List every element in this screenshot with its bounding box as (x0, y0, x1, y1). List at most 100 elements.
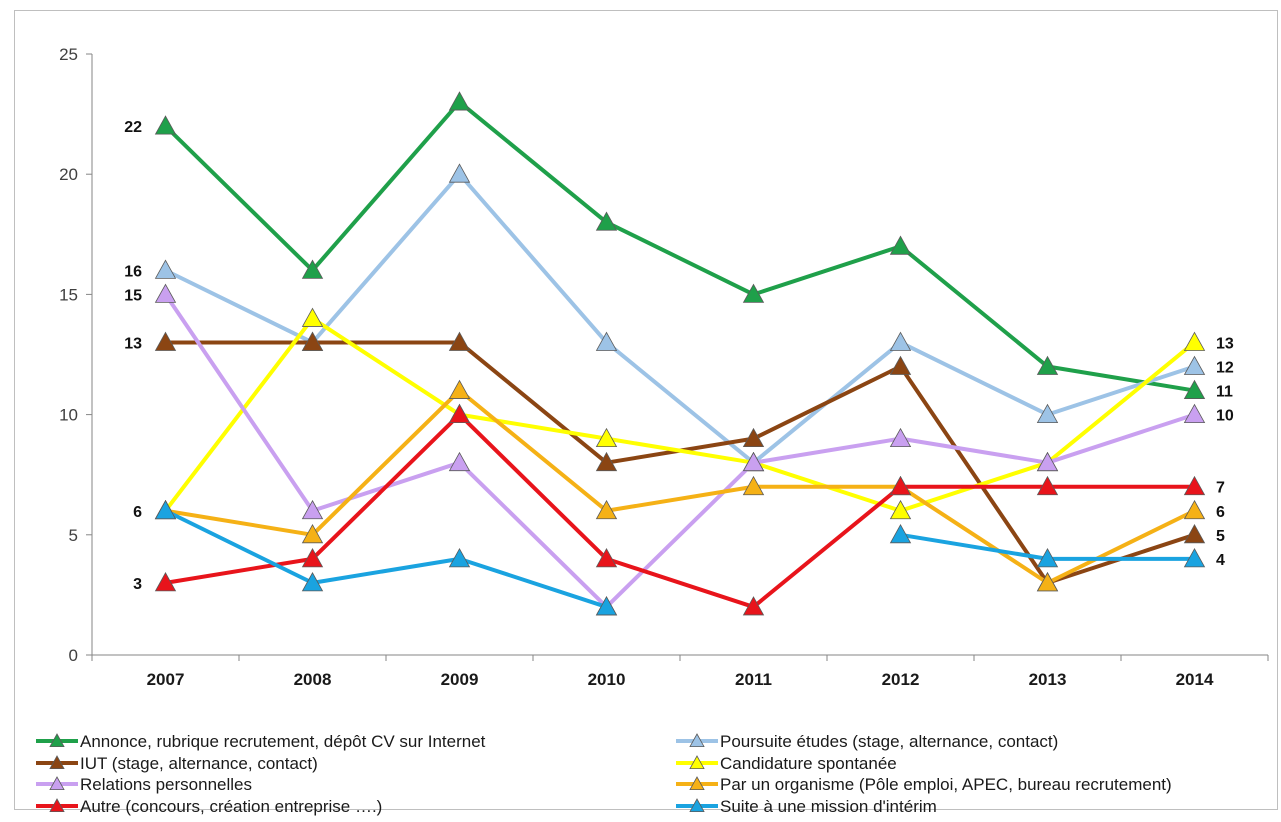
series-line (165, 388, 1196, 585)
legend-marker (689, 776, 705, 790)
data-point (1036, 451, 1059, 472)
data-point (1036, 475, 1059, 496)
legend-item: Par un organisme (Pôle emploi, APEC, bur… (676, 775, 1172, 794)
series-7 (154, 403, 1206, 616)
data-point (595, 548, 618, 568)
data-point (154, 572, 177, 592)
x-tick-label: 2010 (588, 670, 626, 689)
data-point (742, 451, 765, 472)
data-point (742, 596, 765, 616)
data-point (889, 475, 912, 496)
x-tick-label: 2009 (441, 670, 479, 689)
data-point (742, 427, 765, 448)
data-labels: 22 16 15 13 6 3 13 12 11 10 7 6 5 4 (124, 119, 1234, 593)
data-label-end: 5 (1216, 528, 1225, 545)
data-point (154, 331, 177, 351)
series-line (164, 100, 1195, 393)
data-point (1183, 548, 1206, 568)
data-point (1183, 499, 1206, 520)
y-tick-label: 20 (59, 165, 78, 184)
data-point (1183, 331, 1206, 351)
data-point (595, 211, 618, 231)
y-tick-label: 0 (69, 646, 78, 665)
data-label-start: 16 (124, 263, 142, 280)
data-label-start: 3 (133, 576, 142, 593)
data-point (889, 499, 912, 520)
data-point (301, 499, 324, 520)
series-line (163, 293, 1196, 609)
data-point (595, 427, 618, 448)
legend-marker (49, 755, 65, 769)
legend-item: Annonce, rubrique recrutement, dépôt CV … (36, 732, 486, 751)
data-point (595, 596, 618, 616)
data-point (448, 379, 471, 399)
data-label-start: 22 (124, 119, 142, 136)
data-label-end: 10 (1216, 408, 1234, 425)
y-tick-label: 10 (59, 406, 78, 425)
data-point (889, 427, 912, 448)
data-label-end: 4 (1216, 552, 1225, 569)
data-point (742, 283, 765, 303)
data-point (1183, 523, 1206, 544)
data-point (301, 548, 324, 568)
legend-item: Autre (concours, création entreprise ….) (36, 797, 382, 816)
data-point (889, 331, 912, 351)
data-point (1183, 379, 1206, 399)
data-point (448, 451, 471, 472)
data-point (595, 499, 618, 520)
data-label-end: 11 (1216, 384, 1233, 401)
data-point (889, 235, 912, 255)
legend-item: Candidature spontanée (676, 754, 897, 773)
x-tick-label: 2014 (1176, 670, 1214, 689)
series-line (163, 316, 1196, 513)
data-point (154, 115, 177, 135)
series-line (165, 412, 1195, 609)
data-point (595, 451, 618, 472)
axes: 0 5 10 15 20 25 2007 2008 2009 2010 2011 2012 2013 20… (59, 45, 1269, 689)
legend-item: Relations personnelles (36, 775, 252, 794)
legend-label: IUT (stage, alternance, contact) (80, 754, 318, 773)
legend-marker (689, 798, 705, 812)
data-label-start: 13 (124, 335, 142, 352)
data-point (889, 355, 912, 375)
data-point (1183, 355, 1206, 375)
series-8 (154, 499, 1206, 616)
data-point (301, 523, 324, 544)
x-tick-label: 2012 (882, 670, 920, 689)
series-layer (154, 91, 1206, 616)
data-point (889, 523, 912, 544)
legend-label: Candidature spontanée (720, 754, 897, 773)
legend-label: Autre (concours, création entreprise ….) (80, 797, 382, 816)
data-point (1036, 403, 1059, 424)
y-tick-label: 5 (69, 526, 78, 545)
data-point (154, 283, 177, 303)
legend-item: Suite à une mission d'intérim (676, 797, 937, 816)
data-point (301, 307, 324, 327)
data-point (595, 331, 618, 351)
data-label-end: 13 (1216, 335, 1234, 352)
legend-label: Poursuite études (stage, alternance, con… (720, 732, 1058, 751)
data-label-end: 12 (1216, 360, 1234, 377)
data-point (1036, 355, 1059, 375)
data-point (1183, 475, 1206, 496)
data-label-end: 7 (1216, 480, 1225, 497)
y-tick-label: 25 (59, 45, 78, 64)
data-label-end: 6 (1216, 504, 1225, 521)
x-tick-label: 2007 (147, 670, 185, 689)
x-tick-label: 2011 (735, 670, 772, 689)
data-label-start: 15 (124, 287, 142, 304)
data-label-start: 6 (133, 504, 142, 521)
data-point (448, 91, 471, 111)
data-point (154, 499, 177, 520)
data-point (1036, 548, 1059, 568)
x-tick-label: 2013 (1029, 670, 1067, 689)
legend-item: Poursuite études (stage, alternance, con… (676, 732, 1058, 751)
data-point (1036, 572, 1059, 592)
legend-label: Suite à une mission d'intérim (720, 797, 937, 816)
legend-marker (49, 733, 65, 747)
data-point (1183, 403, 1206, 424)
legend-marker (49, 776, 65, 790)
chart-frame (14, 10, 1278, 810)
series-line (164, 508, 608, 609)
